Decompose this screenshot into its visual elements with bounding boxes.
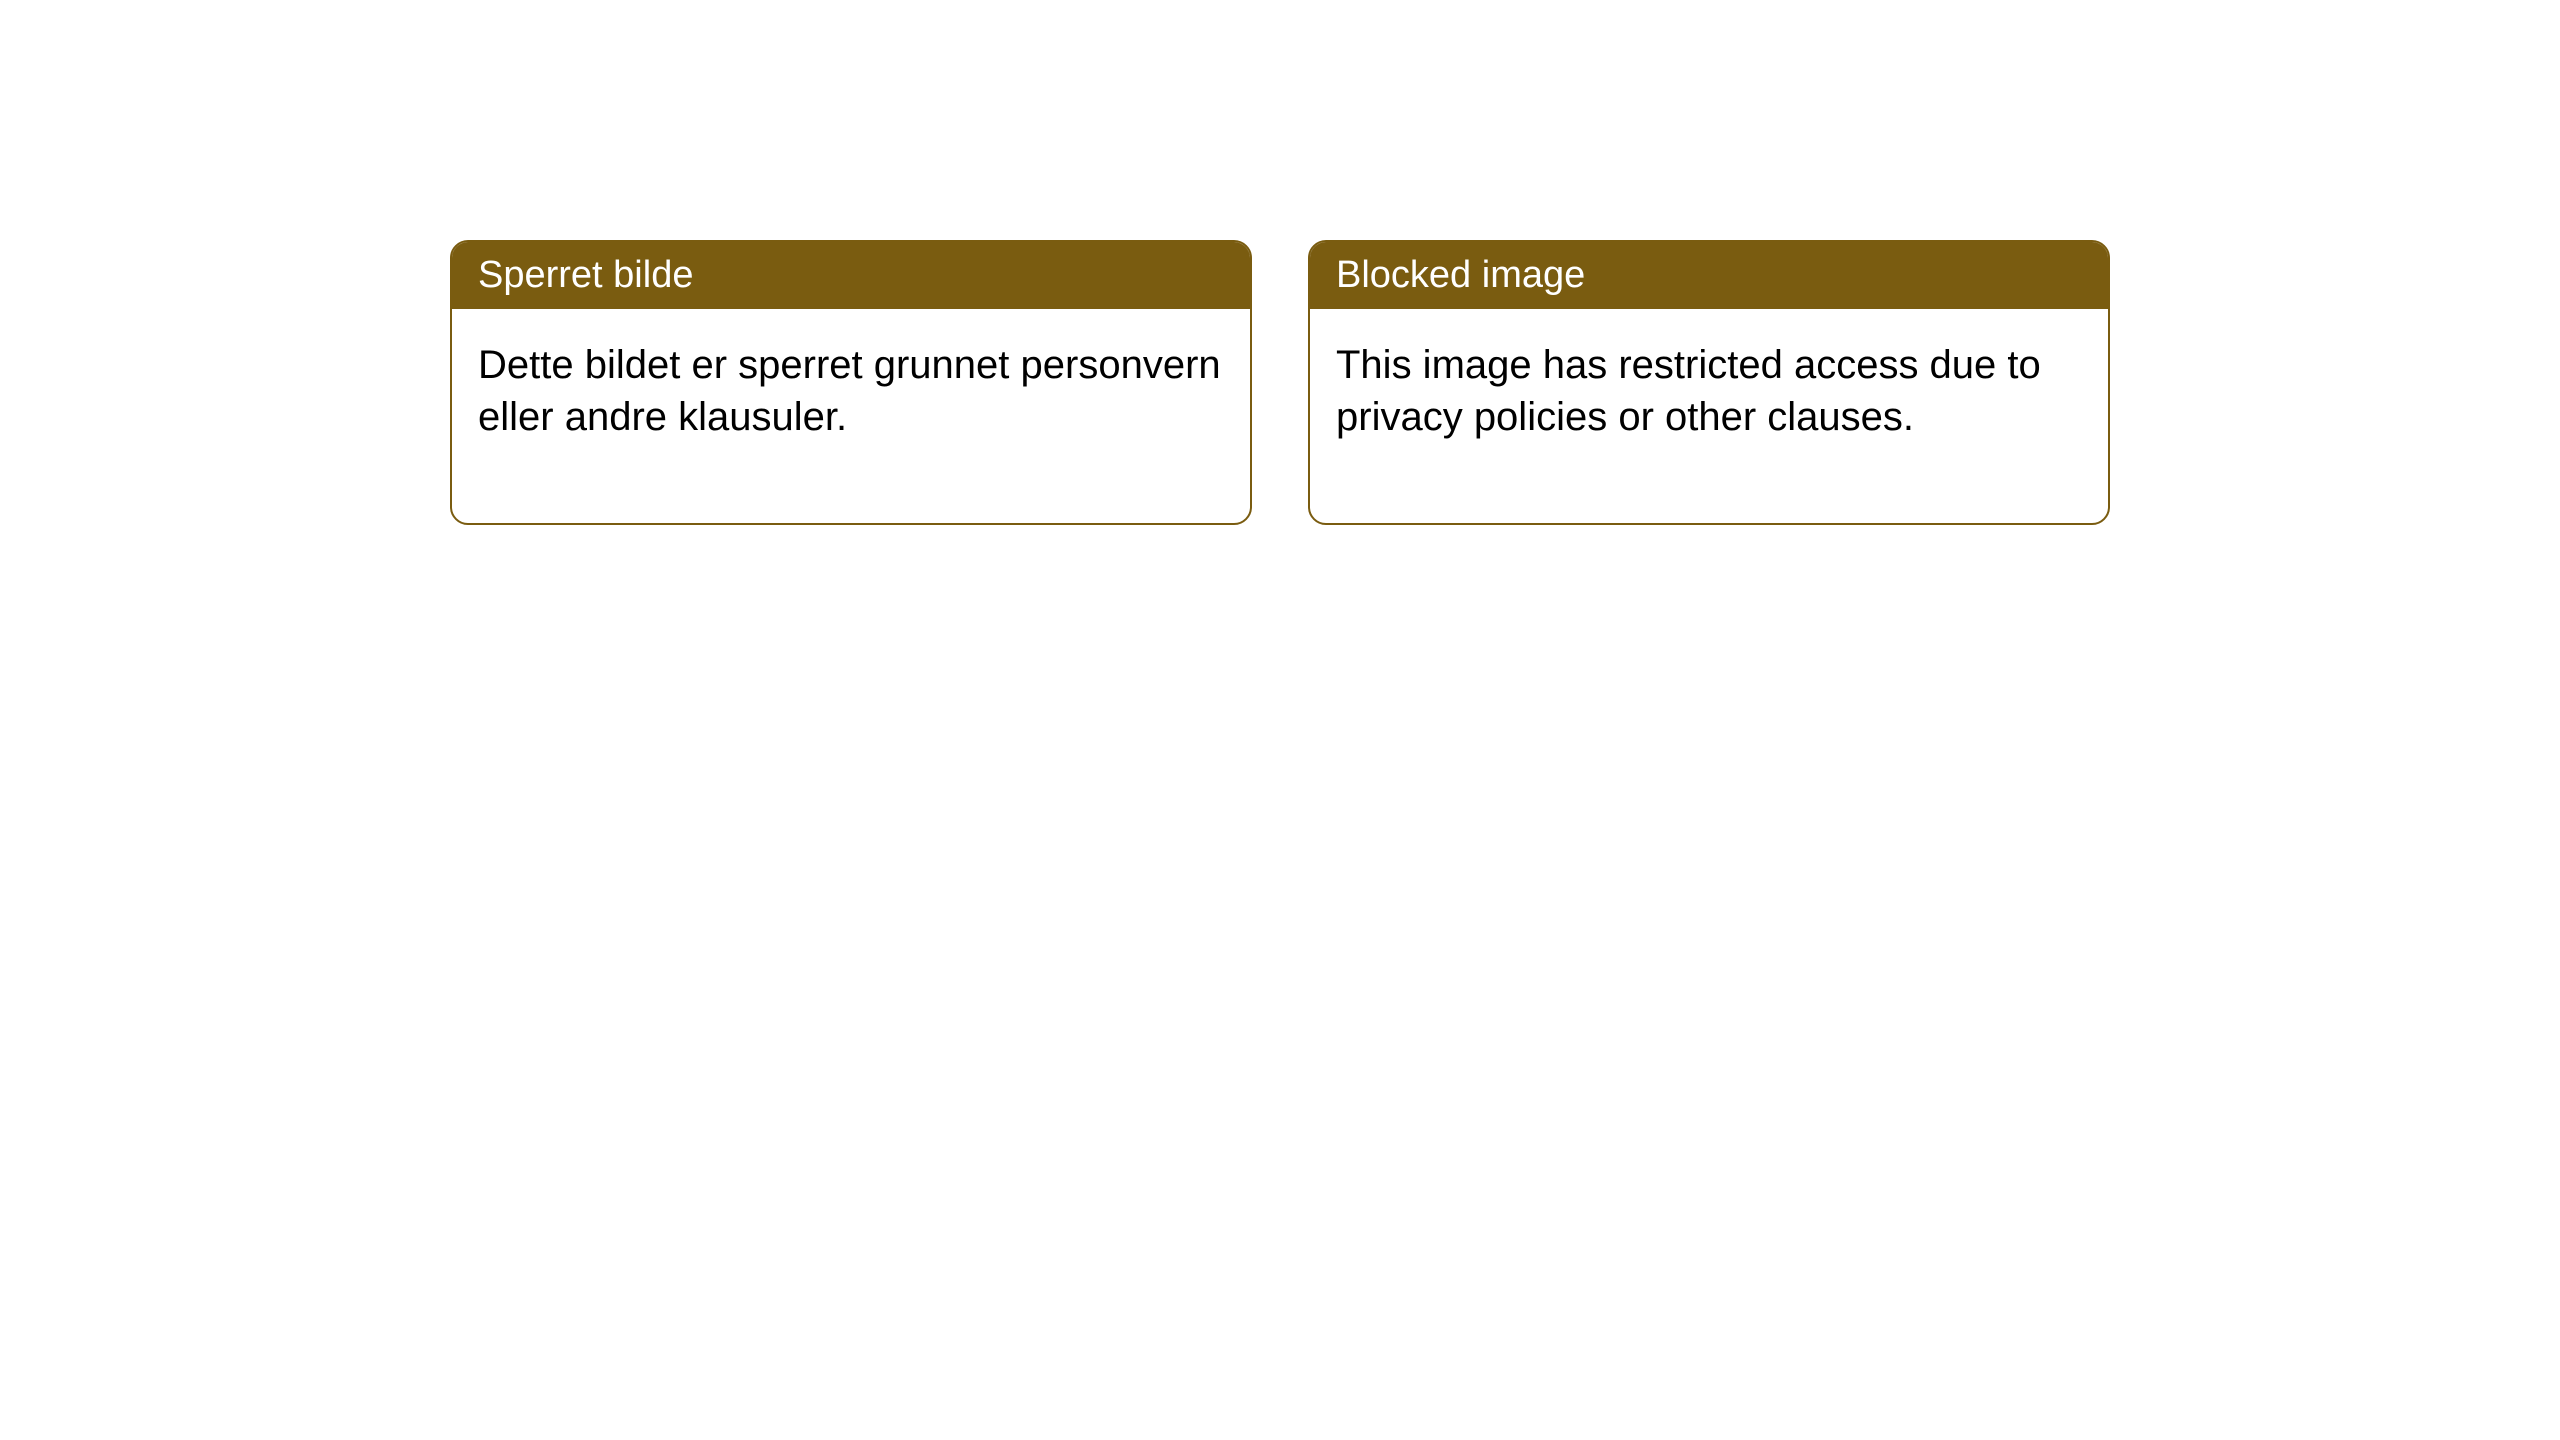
notice-body-text: Dette bildet er sperret grunnet personve… — [478, 343, 1221, 439]
notice-card-norwegian: Sperret bilde Dette bildet er sperret gr… — [450, 240, 1252, 525]
notice-container: Sperret bilde Dette bildet er sperret gr… — [0, 0, 2560, 525]
notice-body: This image has restricted access due to … — [1310, 309, 2108, 523]
notice-body-text: This image has restricted access due to … — [1336, 343, 2041, 439]
notice-title: Blocked image — [1336, 254, 1585, 296]
notice-body: Dette bildet er sperret grunnet personve… — [452, 309, 1250, 523]
notice-card-english: Blocked image This image has restricted … — [1308, 240, 2110, 525]
notice-header: Blocked image — [1310, 242, 2108, 309]
notice-header: Sperret bilde — [452, 242, 1250, 309]
notice-title: Sperret bilde — [478, 254, 693, 296]
